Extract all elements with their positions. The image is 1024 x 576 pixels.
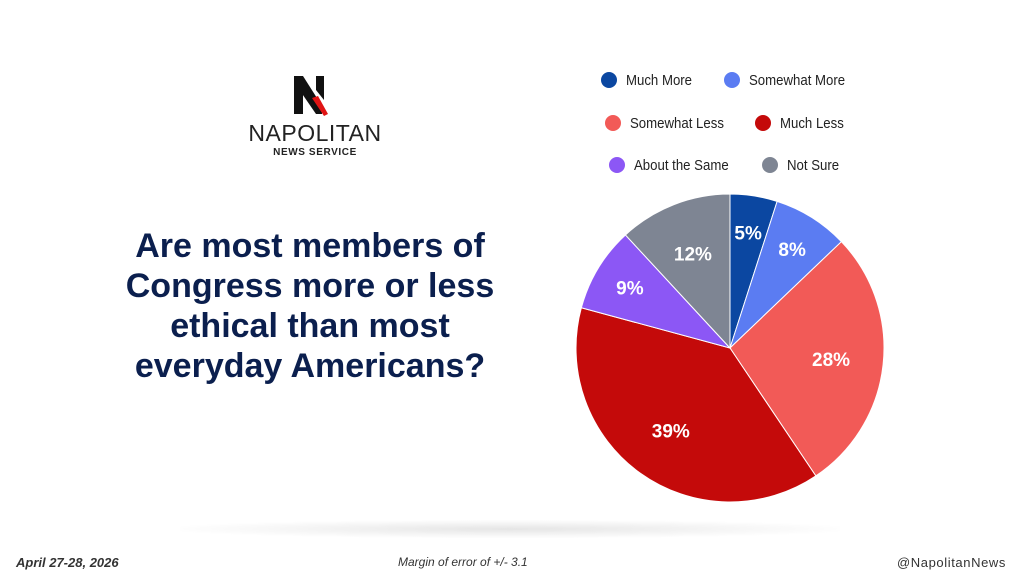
legend-label: Somewhat Less <box>630 114 724 132</box>
legend-item-much-more: Much More <box>601 69 701 91</box>
legend-label: Somewhat More <box>749 71 846 89</box>
legend-swatch <box>755 115 771 131</box>
legend-swatch <box>762 157 778 173</box>
legend-label: About the Same <box>634 156 729 174</box>
chart-legend: Much More Somewhat More Somewhat Less Mu… <box>0 0 1024 200</box>
pie-slice-much-less <box>575 307 817 503</box>
legend-label: Much More <box>626 71 693 89</box>
legend-label: Much Less <box>780 114 844 132</box>
margin-of-error: Margin of error of +/- 3.1 <box>398 555 528 569</box>
pie-label-about-the-same: 9% <box>616 278 644 299</box>
legend-swatch <box>724 72 740 88</box>
legend-item-not-sure: Not Sure <box>762 154 846 176</box>
pie-slice-not-sure <box>624 193 731 350</box>
napolitan-n-icon <box>294 76 328 116</box>
legend-item-somewhat-more: Somewhat More <box>724 69 858 91</box>
pie-label-not-sure: 12% <box>674 244 712 265</box>
legend-label: Not Sure <box>787 156 840 174</box>
pie-slice-about-the-same <box>580 234 732 349</box>
pie-label-much-less: 39% <box>652 422 690 443</box>
brand-subtitle: NEWS SERVICE <box>273 147 357 158</box>
legend-swatch <box>601 72 617 88</box>
legend-swatch <box>605 115 621 131</box>
chart-shadow <box>180 520 840 538</box>
pie-label-somewhat-more: 8% <box>778 240 806 261</box>
legend-item-somewhat-less: Somewhat Less <box>605 112 737 134</box>
pie-chart: 5% 8% 28% 39% 9% 12% <box>575 193 885 503</box>
poll-question: Are most members of Congress more or les… <box>125 227 495 385</box>
legend-item-much-less: Much Less <box>755 112 853 134</box>
social-handle: @NapolitanNews <box>896 555 1006 570</box>
pie-label-somewhat-less: 28% <box>812 350 850 371</box>
pie-slice-somewhat-less <box>729 240 885 477</box>
legend-swatch <box>609 157 625 173</box>
brand-name: NAPOLITAN <box>248 120 382 146</box>
brand-logo: NAPOLITAN NEWS SERVICE <box>240 74 390 164</box>
legend-item-about-the-same: About the Same <box>609 154 742 176</box>
pie-label-much-more: 5% <box>734 223 762 244</box>
poll-date: April 27-28, 2026 <box>16 555 119 570</box>
